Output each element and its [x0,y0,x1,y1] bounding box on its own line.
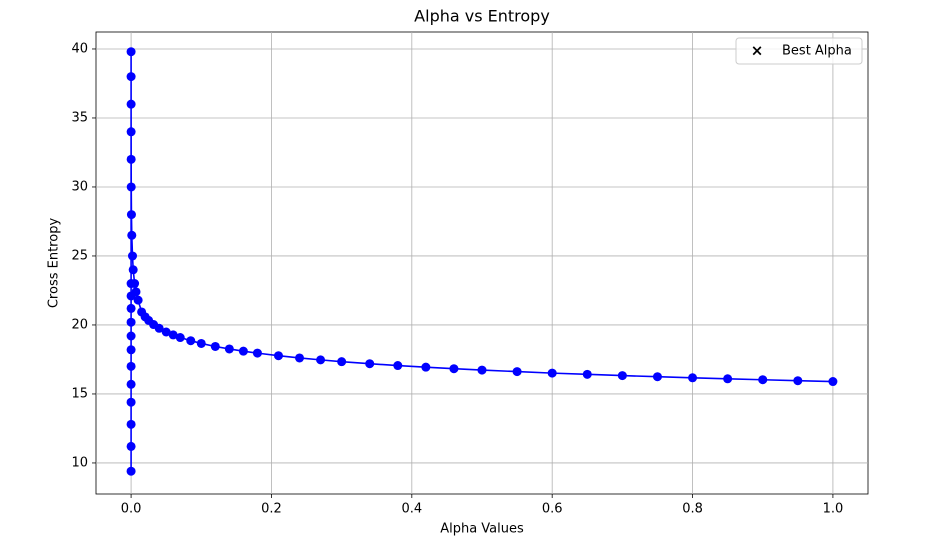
point [126,466,136,476]
plot [126,47,838,476]
y-tick-label: 25 [71,248,88,263]
y-axis-label: Cross Entropy [47,218,62,309]
point [210,341,220,351]
point [126,279,136,289]
point [758,375,768,385]
point [168,330,178,340]
point [365,359,375,369]
point [133,295,143,305]
point [252,348,262,358]
line [130,51,833,472]
point [126,317,136,327]
point [617,371,627,381]
point [512,367,522,377]
point [137,307,147,317]
point [547,368,557,378]
point [126,379,136,389]
x-tick-label: 0.6 [542,502,563,517]
point [126,127,136,137]
point [793,376,803,386]
point [126,99,136,109]
y-tick-label: 30 [71,179,88,194]
point [128,265,138,275]
point [337,357,347,367]
point [688,373,698,383]
point [273,351,283,361]
point [126,397,136,407]
point [126,154,136,164]
legend-marker: × [751,42,764,60]
point [196,338,206,348]
legend: × Best Alpha [735,37,863,65]
y-tick-label: 20 [71,317,88,332]
point [126,345,136,355]
y-tick-label: 10 [71,455,88,470]
point [295,353,305,363]
point [477,365,487,375]
point [126,361,136,371]
point [126,210,136,220]
point [449,364,459,374]
point [161,327,171,337]
point [393,361,403,371]
point [582,369,592,379]
x-tick-label: 0.8 [682,502,703,517]
point [316,355,326,365]
y-tick-label: 35 [71,110,88,125]
x-tick-label: 0.0 [121,502,142,517]
point [127,230,137,240]
x-tick-label: 0.4 [401,502,422,517]
point [127,251,137,261]
point [126,72,136,82]
point [828,377,838,387]
grid: 0.0 0.2 0.4 0.6 0.8 1.0 10 15 20 25 30 35 40 [71,32,868,517]
point [421,362,431,372]
point [238,346,248,356]
point [126,182,136,192]
x-axis-label: Alpha Values [440,522,524,537]
point [652,372,662,382]
point [126,441,136,451]
point [126,47,136,57]
point [126,303,136,313]
point [126,291,136,301]
chart-title: Alpha vs Entropy [414,7,550,26]
y-tick-label: 15 [71,386,88,401]
point [126,331,136,341]
point [175,333,185,343]
legend-label: Best Alpha [782,44,852,59]
legend-box [735,37,863,65]
point [186,336,196,346]
point [126,419,136,429]
point [224,344,234,354]
y-tick-label: 40 [71,41,88,56]
x-tick-label: 1.0 [823,502,844,517]
x-tick-label: 0.2 [261,502,282,517]
plot-frame [95,31,869,495]
point [723,374,733,384]
